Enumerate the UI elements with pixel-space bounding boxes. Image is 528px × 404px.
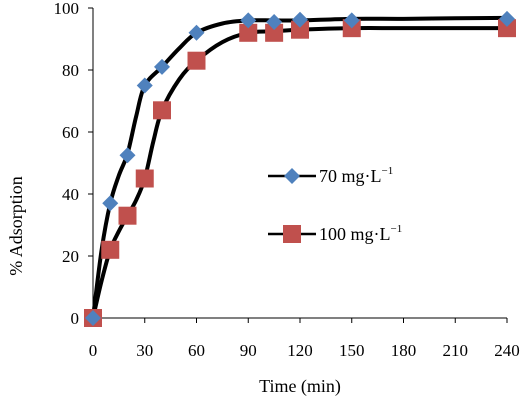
x-tick-label: 240 [494,341,520,360]
legend: 70 mg·L−1 100 mg·L−1 [268,165,402,244]
legend-label: 70 mg·L−1 [319,165,393,186]
series-1-point [102,195,119,212]
x-tick-label: 210 [443,341,469,360]
x-axis-ticks: 0 30 60 90 120 150 180 210 240 [89,318,520,360]
y-tick-label: 80 [62,61,79,80]
x-tick-label: 90 [240,341,257,360]
y-tick-label: 100 [54,0,80,18]
series-2-point [135,169,154,188]
x-tick-label: 180 [391,341,417,360]
y-tick-label: 60 [62,123,79,142]
series-1-trend-line [91,15,508,319]
x-tick-label: 60 [188,341,205,360]
legend-marker-square [283,225,301,243]
series-1-point [154,58,170,75]
y-tick-label: 40 [62,185,79,204]
x-tick-label: 120 [287,341,313,360]
x-tick-label: 0 [89,341,98,360]
series-1-point [240,12,257,29]
legend-marker-diamond [284,168,300,184]
x-tick-label: 150 [339,341,365,360]
series-1-point [499,10,515,27]
series-markers [84,10,516,327]
series-2-point [265,23,284,42]
series-1-point [85,310,101,326]
y-tick-label: 0 [71,309,80,328]
series-2-point [239,23,258,42]
series-1-point [292,11,308,28]
series-2-point [498,19,516,38]
x-axis-label: Time (min) [259,376,341,397]
series-1-point [266,13,283,30]
series-2-point [153,101,171,120]
series-curves [91,15,508,319]
series-1-point [343,12,360,29]
y-tick-label: 20 [62,247,79,266]
series-2-point [101,240,120,259]
series-1-point [119,147,136,164]
legend-label: 100 mg·L−1 [319,223,402,244]
series-1-point [188,24,205,41]
x-tick-label: 30 [136,341,153,360]
y-axis-label: % Adsorption [6,176,26,276]
series-2-point [118,206,137,225]
y-axis-ticks: 0 20 40 60 80 100 [54,0,93,328]
series-1-point [136,77,153,94]
series-2-point [291,20,309,39]
series-2-point [187,51,206,70]
